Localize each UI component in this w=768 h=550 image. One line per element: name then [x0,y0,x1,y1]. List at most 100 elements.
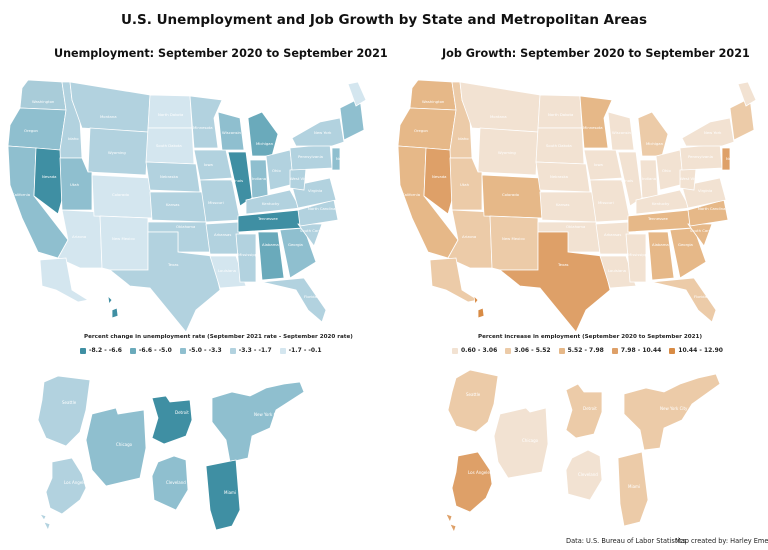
metro-miami [617,451,649,527]
state-label: Mississippi [628,252,648,257]
state-label: Tennessee [257,216,278,221]
state-arkansas [595,221,631,255]
state-label: Nebraska [550,174,568,179]
state-label: Kentucky [262,201,280,206]
metro-seattle [37,375,91,447]
legend-swatch [505,347,512,354]
state-label: Iowa [594,162,603,167]
job-growth-legend: 0.60 - 3.06 3.06 - 5.52 5.52 - 7.98 7.98… [452,347,723,354]
state-label: Virginia [698,188,712,193]
legend-item: -3.3 - -1.7 [229,347,272,354]
state-label: Washington [422,99,445,104]
state-iowa [583,149,623,181]
state-new-york [291,117,345,147]
state-label: Michigan [646,141,664,146]
state-alabama [647,231,675,281]
state-label: Kentucky [652,201,670,206]
legend-label: 3.06 - 5.52 [514,347,551,354]
state-label: Arkansas [214,232,231,237]
state-label: New Jersey [726,156,748,161]
state-mississippi [235,233,257,283]
legend-swatch [179,347,186,354]
state-label: Wyoming [108,150,126,155]
state-new-mexico [489,215,539,271]
legend-swatch [611,347,618,354]
job-growth-us-map [397,79,757,333]
state-label: Idaho [68,136,79,141]
state-label: Ohio [662,168,671,173]
unemployment-legend: -8.2 - -6.6 -6.6 - -5.0 -5.0 - -3.3 -3.3… [80,347,322,354]
job-growth-metro-labels: Seattle Chicago Detroit New York City Lo… [466,392,688,489]
legend-swatch [558,347,565,354]
state-label: Oklahoma [566,224,585,229]
state-label: Oregon [24,128,39,133]
metro-seattle [447,369,499,433]
metro-label: Miami [224,490,236,495]
metro-miami [205,459,241,531]
unemployment-legend-title: Percent change in unemployment rate (Sep… [84,334,353,340]
state-label: South Dakota [546,143,572,148]
state-label: Pennsylvania [298,154,323,159]
state-label: New Mexico [502,236,525,241]
metro-label: New York City [660,406,688,411]
state-label: Washington [32,99,55,104]
legend-label: -1.7 - -0.1 [288,347,322,354]
state-label: Pennsylvania [688,154,713,159]
legend-label: 7.98 - 10.44 [620,347,662,354]
state-label: Idaho [458,136,469,141]
state-label: Virginia [308,188,322,193]
unemployment-us-map [7,79,367,333]
legend-label: -6.6 - -5.0 [138,347,172,354]
legend-item: 10.44 - 12.90 [669,347,723,354]
state-label: Texas [167,262,179,267]
job-growth-subtitle: Job Growth: September 2020 to September … [442,47,750,60]
state-florida [261,277,327,323]
legend-label: 5.52 - 7.98 [567,347,604,354]
state-label: Missouri [208,200,224,205]
metro-label: Los Angeles [64,480,88,485]
state-hawaii [473,294,485,319]
legend-label: -8.2 - -6.6 [89,347,122,354]
legend-item: -8.2 - -6.6 [80,347,122,354]
unemployment-metro-labels: Seattle Chicago Detroit New York City Lo… [62,400,282,495]
metro-detroit [565,383,603,439]
state-label: Illinois [231,178,243,183]
state-label: Oklahoma [176,224,195,229]
state-label: South Dakota [156,143,182,148]
state-label: Wisconsin [612,130,632,135]
state-label: Nevada [432,174,447,179]
legend-label: 10.44 - 12.90 [678,347,723,354]
state-minnesota [579,95,613,149]
state-wisconsin [217,111,245,151]
metro-cleveland [151,455,189,511]
state-label: New Jersey [336,156,358,161]
legend-swatch [279,347,286,354]
state-label: New York [704,130,722,135]
metro-label: Detroit [583,406,597,411]
state-label: Arizona [462,234,476,239]
state-label: North Dakota [548,112,573,117]
state-label: Kansas [556,202,569,207]
state-label: Minnesota [583,125,603,130]
state-label: California [12,192,30,197]
state-label: Illinois [621,178,633,183]
state-label: Utah [460,182,470,187]
state-label: California [402,192,420,197]
state-label: Michigan [256,141,274,146]
state-wyoming [477,127,539,176]
legend-swatch [229,347,236,354]
metro-label: Chicago [116,442,133,447]
state-label: Louisiana [608,268,626,273]
metro-los-angeles [39,457,87,532]
state-kentucky [635,189,691,215]
state-kansas [539,191,597,223]
page-title: U.S. Unemployment and Job Growth by Stat… [120,12,648,28]
unemployment-metro-map [37,375,305,532]
state-label: Mississippi [238,252,258,257]
legend-item: -5.0 - -3.3 [179,347,222,354]
metro-label: Los Angeles [468,470,492,475]
state-label: Georgia [288,242,303,247]
metro-los-angeles [445,451,493,534]
metro-label: Miami [628,484,640,489]
legend-item: 0.60 - 3.06 [452,347,497,354]
